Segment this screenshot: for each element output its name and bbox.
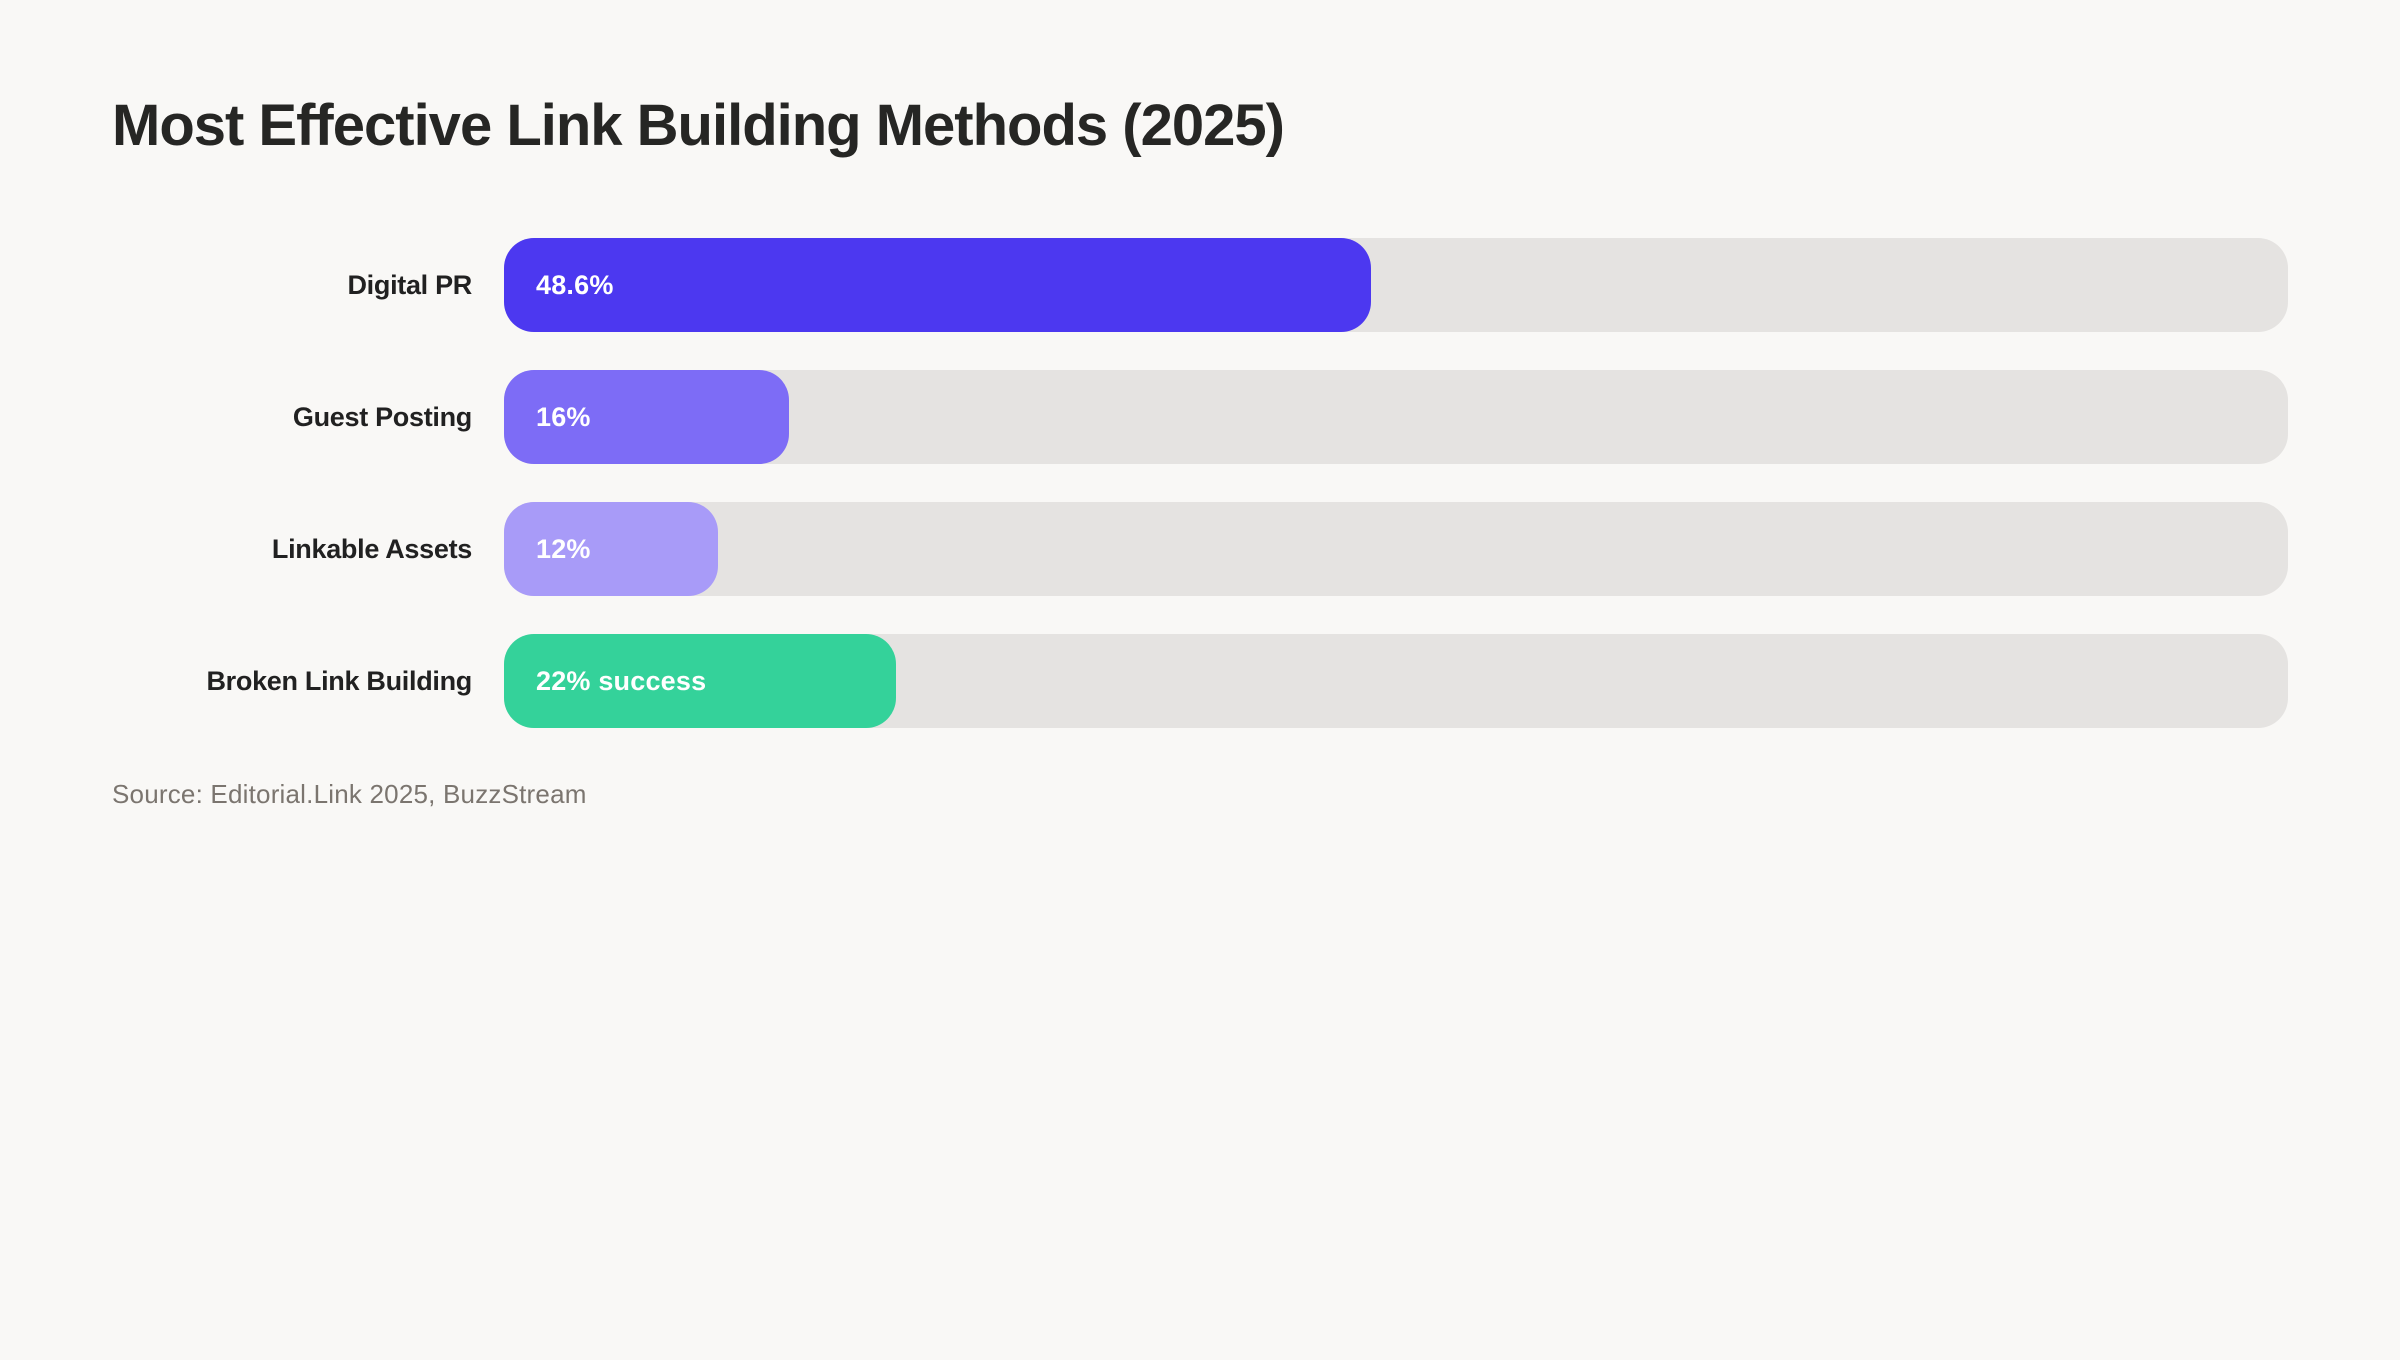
bar-row: Broken Link Building 22% success xyxy=(112,634,2288,728)
bar-row: Guest Posting 16% xyxy=(112,370,2288,464)
bar-value-label: 22% success xyxy=(536,665,707,696)
bar-fill: 48.6% xyxy=(504,238,1372,332)
bar-fill: 12% xyxy=(504,502,719,596)
bar-track: 48.6% xyxy=(504,238,2288,332)
source-caption: Source: Editorial.Link 2025, BuzzStream xyxy=(112,779,587,809)
bar-track: 12% xyxy=(504,502,2288,596)
category-label: Digital PR xyxy=(347,269,472,300)
chart-title: Most Effective Link Building Methods (20… xyxy=(112,93,1285,158)
category-label: Broken Link Building xyxy=(206,665,472,696)
bar-track: 16% xyxy=(504,370,2288,464)
bar-rows: Digital PR 48.6% Guest Posting 16% Linka… xyxy=(112,238,2288,728)
bar-value-label: 12% xyxy=(536,533,591,564)
bar-row: Digital PR 48.6% xyxy=(112,238,2288,332)
bar-row: Linkable Assets 12% xyxy=(112,502,2288,596)
bar-track: 22% success xyxy=(504,634,2288,728)
category-label: Linkable Assets xyxy=(271,533,472,564)
bar-value-label: 48.6% xyxy=(536,269,614,300)
bar-fill: 22% success xyxy=(504,634,897,728)
bar-fill: 16% xyxy=(504,370,790,464)
bar-value-label: 16% xyxy=(536,401,591,432)
category-label: Guest Posting xyxy=(292,401,472,432)
